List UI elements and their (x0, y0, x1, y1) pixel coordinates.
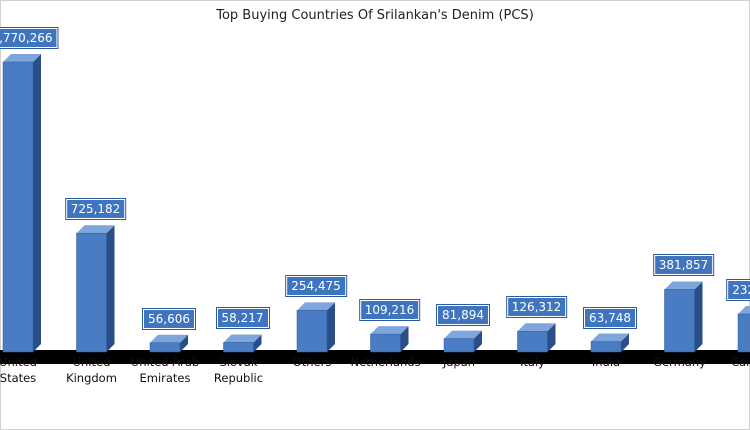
bar (223, 342, 254, 353)
x-tick-label: Japan (442, 355, 476, 369)
x-tick-label: Germany (653, 355, 706, 369)
data-label: 254,475 (286, 276, 346, 297)
bar-side (474, 330, 482, 352)
bar (517, 331, 548, 353)
bar-side (106, 225, 115, 352)
bar-top (150, 334, 188, 343)
x-tick-label: United States (0, 355, 37, 385)
x-tick-label: Slovak Republic (213, 355, 264, 385)
x-tick-label: India (591, 355, 621, 369)
bar-top (76, 225, 115, 234)
bar-top (738, 305, 750, 314)
bar-top (297, 302, 335, 311)
bar (590, 341, 622, 353)
x-tick-label: United Kingdom (66, 355, 117, 385)
x-tick-label: Netherlands (350, 355, 421, 369)
bar-side (253, 334, 262, 352)
bar-side (621, 333, 629, 352)
bar-top (370, 326, 409, 335)
bar-side (180, 334, 188, 352)
bar (443, 338, 475, 353)
bar (664, 289, 695, 353)
data-label: 381,857 (653, 255, 714, 276)
data-label: 1,770,266 (0, 28, 58, 48)
floor (0, 350, 750, 364)
chart-title: Top Buying Countries Of Srilankan's Deni… (216, 8, 534, 23)
bar-side (400, 326, 409, 352)
data-label: 232,000 (727, 279, 750, 300)
data-label: 725,182 (65, 199, 126, 220)
bar (2, 61, 34, 353)
bar (370, 333, 401, 353)
bar (737, 313, 750, 353)
data-label: 109,216 (359, 300, 420, 321)
data-label: 58,217 (216, 308, 269, 329)
data-label: 126,312 (506, 297, 567, 318)
bar-top (223, 334, 262, 343)
bar (76, 232, 107, 353)
bar-top (591, 333, 629, 342)
bar-top (664, 281, 703, 290)
bar-side (547, 323, 556, 352)
bar-side (327, 302, 335, 352)
x-tick-label: United Arab Emirates (130, 355, 200, 385)
bar-top (3, 54, 41, 62)
bar-top (517, 323, 556, 332)
bar (149, 342, 181, 353)
data-label: 63,748 (584, 307, 636, 328)
data-label: 56,606 (143, 308, 195, 329)
bar (296, 310, 328, 353)
x-tick-label: Italy (520, 355, 545, 369)
bar-top (444, 330, 482, 339)
bar-side (694, 281, 703, 352)
x-tick-label: Canada (731, 355, 750, 369)
bar-side (33, 54, 41, 352)
data-label: 81,894 (437, 304, 489, 325)
x-tick-label: Others (292, 355, 332, 369)
